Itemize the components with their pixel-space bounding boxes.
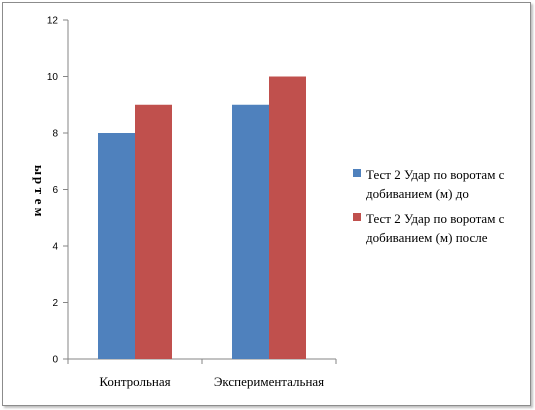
y-tick-label: 0 — [52, 355, 58, 366]
legend-swatch-before — [353, 169, 361, 177]
y-axis-label-letter: т — [32, 188, 47, 195]
y-tick-label: 4 — [52, 242, 58, 253]
y-axis-label-letter: м — [32, 208, 47, 217]
y-tick-label: 12 — [47, 16, 59, 27]
bar-after-1 — [135, 104, 172, 359]
bar-before-2 — [232, 104, 269, 359]
y-tick-label: 10 — [47, 72, 59, 83]
x-category-label: Контрольная — [99, 374, 170, 389]
chart-legend: Тест 2 Удар по воротам с добиванием (м) … — [353, 167, 505, 245]
y-tick-label: 8 — [52, 129, 58, 140]
x-category-label: Экспериментальная — [214, 374, 324, 389]
bar-before-1 — [98, 133, 135, 359]
y-axis-label-letter: ы — [32, 165, 47, 175]
legend-label-after-line2: добиванием (м) после — [366, 230, 488, 245]
y-tick-label: 6 — [52, 185, 58, 196]
legend-label-before-line2: добиванием (м) до — [366, 186, 469, 201]
y-axis-label-letter: р — [32, 177, 47, 184]
y-tick-label: 2 — [52, 298, 58, 309]
chart-bars — [98, 76, 306, 359]
bar-after-2 — [269, 76, 306, 359]
y-axis-label-letter: е — [32, 199, 47, 205]
legend-label-after-line1: Тест 2 Удар по воротам с — [366, 211, 505, 226]
legend-label-before-line1: Тест 2 Удар по воротам с — [366, 167, 505, 182]
legend-swatch-after — [353, 213, 361, 221]
